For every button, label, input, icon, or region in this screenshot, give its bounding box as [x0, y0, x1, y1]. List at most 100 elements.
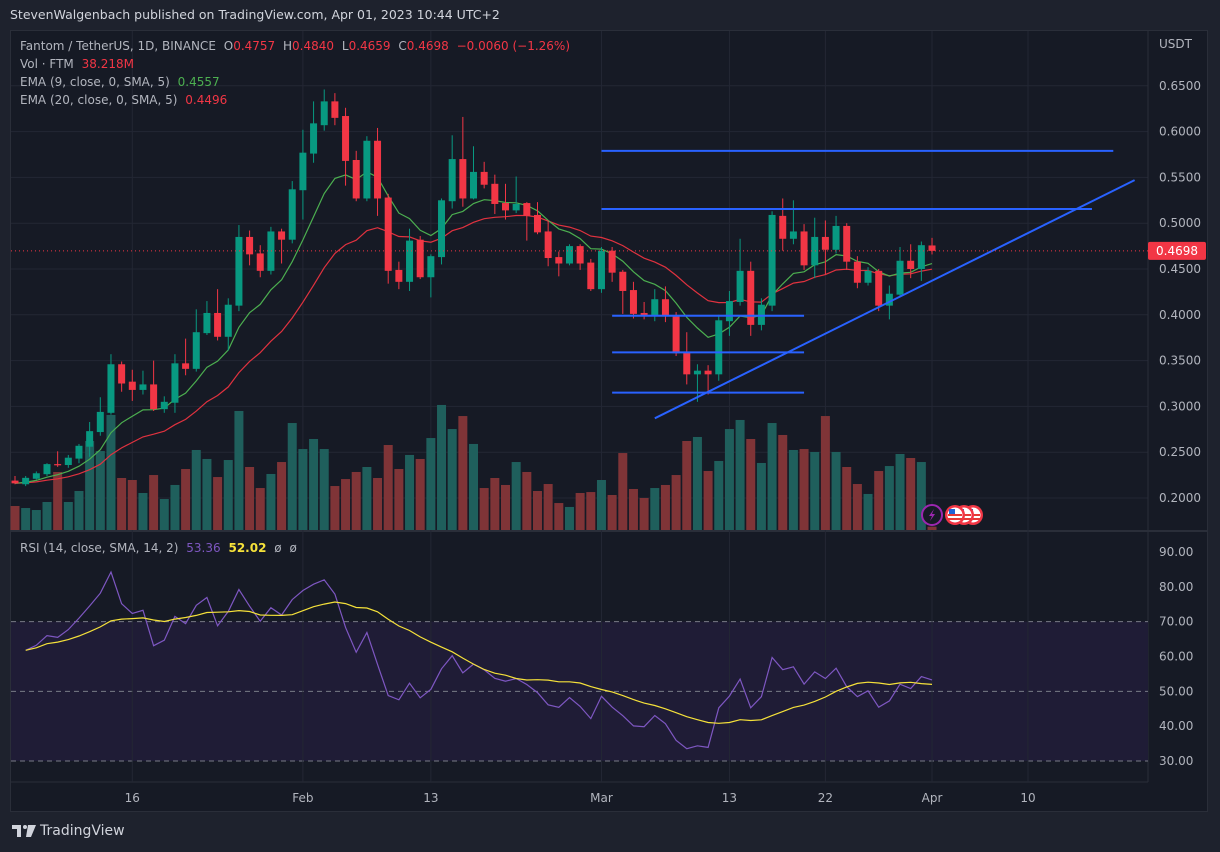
candle[interactable]	[427, 254, 435, 298]
candle[interactable]	[821, 220, 829, 275]
candle[interactable]	[725, 290, 733, 336]
candle[interactable]	[565, 244, 573, 266]
candle[interactable]	[150, 360, 158, 411]
candle[interactable]	[693, 364, 701, 402]
candle[interactable]	[139, 370, 147, 395]
ema9-legend[interactable]: EMA (9, close, 0, SMA, 5) 0.4557	[20, 75, 224, 89]
candle[interactable]	[619, 269, 627, 314]
candle[interactable]	[278, 228, 286, 264]
candle[interactable]	[864, 267, 872, 286]
candle[interactable]	[352, 150, 360, 202]
candle[interactable]	[757, 298, 765, 331]
candle[interactable]	[544, 220, 552, 267]
candle[interactable]	[779, 198, 787, 251]
ema20-legend[interactable]: EMA (20, close, 0, SMA, 5) 0.4496	[20, 93, 231, 107]
candle[interactable]	[299, 129, 307, 220]
candle[interactable]	[928, 237, 936, 255]
candle[interactable]	[533, 202, 541, 235]
candle[interactable]	[32, 471, 40, 480]
candle[interactable]	[75, 443, 83, 464]
candle[interactable]	[384, 193, 392, 284]
candle[interactable]	[331, 93, 339, 126]
candle[interactable]	[608, 247, 616, 282]
candle[interactable]	[715, 314, 723, 381]
candle[interactable]	[64, 454, 72, 468]
candle[interactable]	[118, 361, 126, 392]
candle[interactable]	[224, 298, 232, 351]
candle[interactable]	[501, 183, 509, 220]
candle[interactable]	[448, 135, 456, 209]
candle[interactable]	[310, 101, 318, 163]
trend-line[interactable]	[654, 179, 1136, 420]
candle[interactable]	[917, 241, 925, 281]
candle[interactable]	[789, 200, 797, 245]
candle[interactable]	[523, 202, 531, 241]
candle[interactable]	[629, 281, 637, 319]
candle[interactable]	[875, 269, 883, 312]
candle[interactable]	[96, 397, 104, 436]
volume-legend[interactable]: Vol · FTM 38.218M	[20, 57, 138, 71]
candle[interactable]	[235, 225, 243, 312]
candle[interactable]	[736, 238, 744, 306]
candle[interactable]	[43, 463, 51, 477]
candle[interactable]	[363, 136, 371, 202]
candle[interactable]	[459, 116, 467, 207]
candle-body	[779, 215, 787, 239]
candle[interactable]	[843, 223, 851, 270]
candle[interactable]	[597, 247, 605, 293]
candle[interactable]	[438, 198, 446, 265]
candle[interactable]	[704, 365, 712, 395]
candle[interactable]	[470, 146, 478, 200]
candle-body	[501, 203, 509, 211]
candle[interactable]	[406, 228, 414, 291]
candle[interactable]	[267, 226, 275, 275]
candle-body	[576, 246, 584, 264]
candle[interactable]	[192, 309, 200, 372]
candle[interactable]	[555, 251, 563, 277]
candle[interactable]	[576, 244, 584, 270]
candle[interactable]	[800, 224, 808, 270]
us-flag-icon[interactable]	[945, 505, 965, 525]
candle[interactable]	[171, 354, 179, 413]
candle[interactable]	[256, 245, 264, 278]
candle-body	[832, 225, 840, 250]
candle[interactable]	[683, 332, 691, 385]
candle[interactable]	[661, 286, 669, 323]
rsi-legend[interactable]: RSI (14, close, SMA, 14, 2) 53.36 52.02 …	[20, 541, 301, 555]
symbol-title[interactable]: Fantom / TetherUS, 1D, BINANCE	[20, 39, 216, 53]
candle[interactable]	[416, 236, 424, 280]
candle[interactable]	[395, 261, 403, 290]
candle[interactable]	[896, 247, 904, 298]
candle[interactable]	[107, 354, 115, 415]
candle[interactable]	[342, 107, 350, 186]
candle[interactable]	[907, 244, 915, 279]
candle[interactable]	[480, 161, 488, 189]
symbol-legend[interactable]: Fantom / TetherUS, 1D, BINANCE O0.4757 H…	[20, 39, 574, 53]
candle[interactable]	[768, 211, 776, 312]
candle[interactable]	[214, 289, 222, 341]
candle[interactable]	[512, 176, 520, 214]
candle[interactable]	[320, 89, 328, 131]
candle[interactable]	[853, 256, 861, 289]
candle[interactable]	[203, 301, 211, 335]
candle[interactable]	[747, 261, 755, 336]
candle[interactable]	[160, 396, 168, 413]
candle[interactable]	[491, 174, 499, 215]
candle[interactable]	[246, 230, 254, 266]
candle[interactable]	[128, 369, 136, 401]
candle[interactable]	[86, 421, 94, 457]
candle[interactable]	[832, 215, 840, 254]
candle[interactable]	[640, 301, 648, 320]
candle[interactable]	[374, 127, 382, 216]
candle[interactable]	[288, 181, 296, 244]
candle[interactable]	[54, 451, 62, 467]
candle[interactable]	[811, 217, 819, 279]
candle[interactable]	[22, 476, 30, 487]
flag-stripe	[948, 514, 962, 516]
candle[interactable]	[11, 476, 19, 485]
candle[interactable]	[182, 338, 190, 376]
candle[interactable]	[672, 312, 680, 357]
candle[interactable]	[587, 258, 595, 291]
tradingview-logo[interactable]: TradingView	[12, 823, 125, 839]
